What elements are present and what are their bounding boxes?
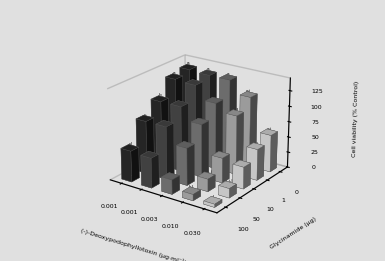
Y-axis label: Glycinamide (μg): Glycinamide (μg) bbox=[270, 216, 317, 250]
X-axis label: (-)-Deoxypodophyllotoxin (μg·ml⁻¹): (-)-Deoxypodophyllotoxin (μg·ml⁻¹) bbox=[80, 227, 186, 261]
